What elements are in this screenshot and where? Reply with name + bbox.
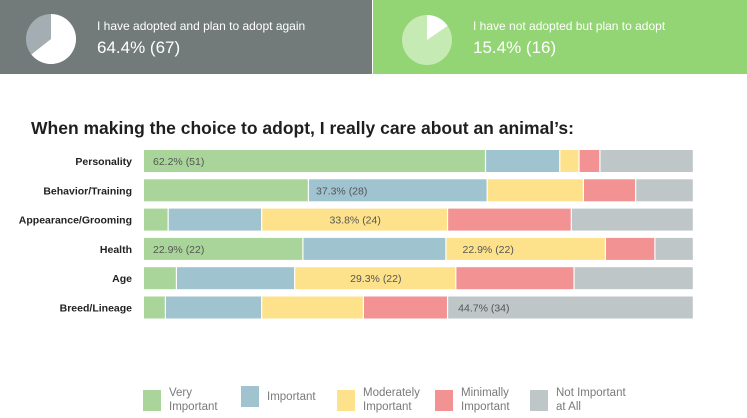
legend-label: Very Important — [169, 387, 218, 413]
bar-segment — [144, 208, 168, 231]
category-label: Behavior/Training — [43, 185, 132, 197]
legend-label: Important — [267, 390, 316, 403]
bar-segment — [144, 237, 303, 260]
legend-item: Not Important at All — [530, 386, 626, 414]
bar-segment — [177, 267, 295, 290]
card-title: I have not adopted but plan to adopt — [473, 19, 666, 33]
bar-segment — [579, 150, 600, 172]
data-label: 33.8% (24) — [330, 215, 381, 227]
card-stat: 15.4% (16) — [473, 38, 557, 57]
bar-segment — [448, 208, 571, 231]
legend-item: Minimally Important — [435, 386, 531, 414]
stacked-bar-chart: Personality 62.2% (51) Behavior/Training 37… — [19, 150, 693, 319]
bar-segment — [262, 208, 447, 231]
legend-label: Not Important at All — [556, 387, 626, 413]
legend-item: Very Important — [143, 386, 239, 414]
category-label: Appearance/Grooming — [19, 215, 132, 227]
pie-share-slice — [31, 14, 76, 64]
legend-swatch — [530, 389, 548, 411]
bar-segment — [446, 237, 605, 260]
category-label: Breed/Lineage — [60, 303, 133, 315]
bar-segment — [166, 296, 262, 319]
data-label: 44.7% (34) — [458, 303, 509, 315]
summary-card-plan-to-adopt: I have not adopted but plan to adopt 15.… — [373, 0, 747, 74]
legend-swatch — [241, 386, 259, 407]
bar-segment — [574, 267, 693, 290]
card-stat: 64.4% (67) — [97, 38, 181, 57]
data-label: 22.9% (22) — [153, 244, 204, 256]
bar-segment — [560, 150, 579, 172]
bar-segment — [262, 296, 363, 319]
pie-chart-plan-to-adopt — [402, 15, 452, 65]
pie-chart-adopted-again — [26, 14, 76, 64]
bar-segment — [486, 150, 560, 172]
bar-segment — [448, 296, 693, 319]
bar-segment — [636, 179, 693, 202]
bar-segment — [309, 179, 487, 202]
pie-share-slice — [427, 15, 448, 40]
data-label: 29.3% (22) — [350, 273, 401, 285]
category-label: Personality — [75, 156, 132, 168]
bar-segment — [295, 267, 456, 290]
bar-segment — [168, 208, 262, 231]
bar-segment — [655, 237, 693, 260]
bar-segment — [364, 296, 447, 319]
summary-card-adopted-again: I have adopted and plan to adopt again 6… — [0, 0, 372, 74]
card-title: I have adopted and plan to adopt again — [97, 19, 306, 33]
legend-label: Moderately Important — [363, 387, 420, 413]
bar-segment — [487, 179, 583, 202]
chart-legend: Very Important Important Moderately Import… — [0, 386, 747, 418]
bar-segment — [584, 179, 636, 202]
bar-segment — [144, 267, 176, 290]
legend-swatch — [435, 389, 453, 411]
bar-segment — [571, 208, 693, 231]
bar-segment — [606, 237, 655, 260]
legend-label: Minimally Important — [461, 387, 510, 413]
bar-segment — [144, 150, 485, 172]
legend-item: Moderately Important — [337, 386, 433, 414]
legend-swatch — [337, 389, 355, 411]
legend-item: Important — [241, 386, 337, 407]
category-label: Health — [100, 244, 132, 256]
bar-segment — [456, 267, 574, 290]
bar-segment — [144, 296, 165, 319]
data-label: 62.2% (51) — [153, 156, 204, 168]
category-label: Age — [112, 273, 132, 285]
chart-title: When making the choice to adopt, I reall… — [31, 118, 574, 138]
bar-segment — [303, 237, 446, 260]
data-label: 22.9% (22) — [463, 244, 514, 256]
bar-segment — [600, 150, 693, 172]
bar-segment — [144, 179, 308, 202]
legend-swatch — [143, 389, 161, 411]
data-label: 37.3% (28) — [316, 185, 367, 197]
